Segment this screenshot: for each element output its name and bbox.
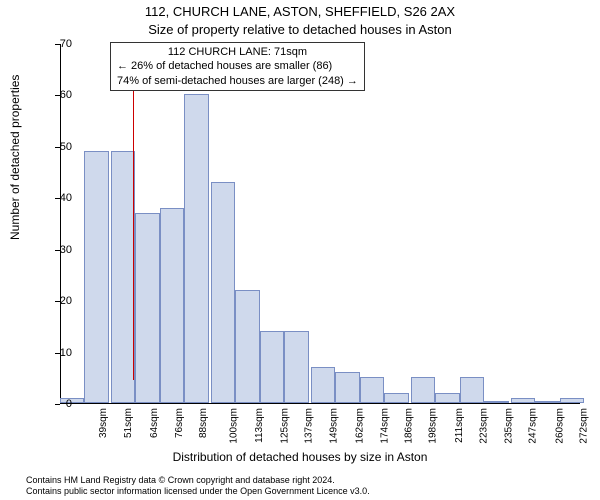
annotation-line-1: 112 CHURCH LANE: 71sqm: [117, 45, 358, 59]
x-tick-label: 100sqm: [228, 408, 239, 444]
bar: [535, 401, 559, 403]
x-tick-label: 88sqm: [198, 408, 209, 438]
bar: [460, 377, 484, 403]
bar: [84, 151, 108, 403]
annotation-box: 112 CHURCH LANE: 71sqm ← 26% of detached…: [110, 42, 365, 91]
x-tick-label: 125sqm: [279, 408, 290, 444]
annotation-line-3: 74% of semi-detached houses are larger (…: [117, 74, 358, 88]
y-tick-label: 10: [60, 347, 72, 359]
bar: [235, 290, 259, 403]
y-tick-label: 60: [60, 89, 72, 101]
x-axis-label: Distribution of detached houses by size …: [0, 450, 600, 464]
x-tick-label: 247sqm: [528, 408, 539, 444]
x-tick-label: 272sqm: [579, 408, 590, 444]
bar: [311, 367, 335, 403]
bar: [484, 401, 508, 403]
bar: [360, 377, 384, 403]
y-tick: [55, 404, 60, 405]
bar: [384, 393, 408, 403]
x-tick-label: 223sqm: [479, 408, 490, 444]
bar: [411, 377, 435, 403]
y-tick-label: 70: [60, 38, 72, 50]
bar: [184, 94, 208, 403]
bar: [111, 151, 135, 403]
bar: [560, 398, 584, 403]
bar: [135, 213, 159, 403]
x-tick-label: 113sqm: [254, 408, 265, 443]
y-tick-label: 30: [60, 244, 72, 256]
footer-attribution: Contains HM Land Registry data © Crown c…: [26, 475, 370, 497]
x-tick-label: 76sqm: [174, 408, 185, 438]
y-tick-label: 20: [60, 295, 72, 307]
x-tick-label: 174sqm: [379, 408, 390, 444]
x-tick-label: 137sqm: [304, 408, 315, 444]
x-tick-label: 235sqm: [503, 408, 514, 444]
y-tick-label: 50: [60, 141, 72, 153]
y-tick-label: 40: [60, 192, 72, 204]
bar: [160, 208, 184, 403]
bar: [211, 182, 235, 403]
bar: [335, 372, 359, 403]
annotation-line-2: ← 26% of detached houses are smaller (86…: [117, 59, 358, 73]
x-tick-label: 149sqm: [328, 408, 339, 444]
x-tick-label: 198sqm: [428, 408, 439, 444]
bar: [60, 398, 84, 403]
x-tick-label: 260sqm: [554, 408, 565, 444]
bar: [511, 398, 535, 403]
x-tick-label: 39sqm: [98, 408, 109, 438]
x-tick-label: 162sqm: [355, 408, 366, 444]
bar: [435, 393, 459, 403]
x-tick-label: 51sqm: [123, 408, 134, 438]
y-tick-label: 0: [66, 398, 72, 410]
footer-line-1: Contains HM Land Registry data © Crown c…: [26, 475, 370, 486]
x-tick-label: 186sqm: [404, 408, 415, 444]
x-tick-label: 64sqm: [149, 408, 160, 438]
plot-area: 39sqm51sqm64sqm76sqm88sqm100sqm113sqm125…: [60, 44, 580, 404]
footer-line-2: Contains public sector information licen…: [26, 486, 370, 497]
chart-title-line-1: 112, CHURCH LANE, ASTON, SHEFFIELD, S26 …: [0, 4, 600, 19]
y-axis-label: Number of detached properties: [8, 75, 22, 240]
chart-title-line-2: Size of property relative to detached ho…: [0, 22, 600, 37]
bar: [284, 331, 308, 403]
bar: [260, 331, 284, 403]
x-tick-label: 211sqm: [454, 408, 465, 443]
reference-line: [133, 44, 134, 380]
